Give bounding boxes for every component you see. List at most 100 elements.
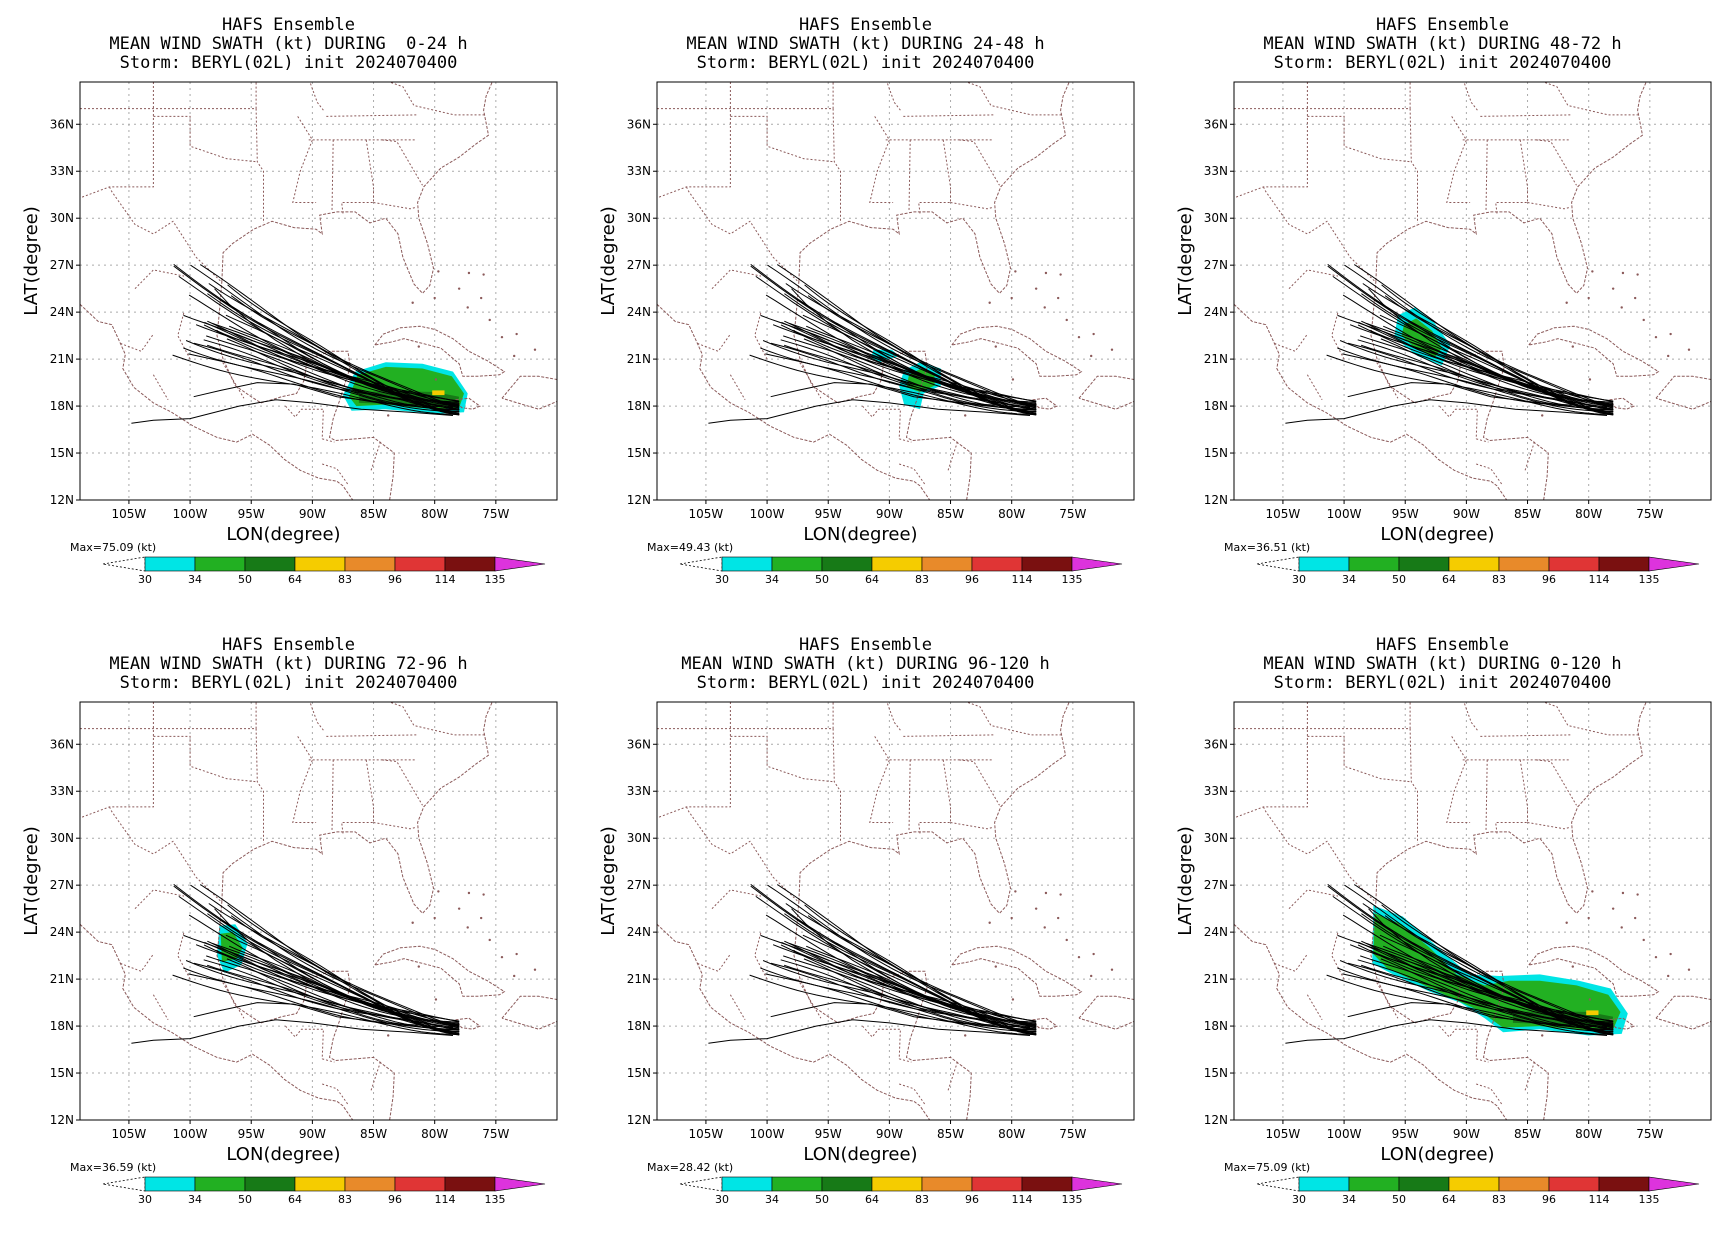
y-axis-label: LAT(degree) <box>1175 206 1196 315</box>
colorbar-level-label: 30 <box>138 573 152 586</box>
island <box>1056 916 1060 920</box>
colorbar-segment <box>1298 556 1350 572</box>
political-border <box>1476 463 1503 485</box>
title-line: MEAN WIND SWATH (kt) DURING 0-120 h <box>1263 654 1622 674</box>
y-tick-label: 15N <box>50 1066 74 1080</box>
colorbar-level-label: 30 <box>1292 573 1306 586</box>
political-border <box>730 115 835 163</box>
island <box>994 345 997 348</box>
island <box>512 354 516 358</box>
colorbar-segment <box>921 556 973 572</box>
colorbar-segment <box>244 1176 296 1192</box>
colorbar-segment <box>344 556 396 572</box>
island <box>533 348 537 351</box>
political-border <box>901 734 994 737</box>
political-border <box>1524 440 1536 471</box>
ensemble-track <box>770 1002 1031 1029</box>
island <box>1065 318 1068 322</box>
political-border <box>322 1083 349 1105</box>
political-border <box>370 1060 382 1091</box>
coastline <box>455 1017 481 1030</box>
colorbar-level-label: 114 <box>435 1193 456 1206</box>
political-border <box>120 333 154 352</box>
ensemble-track <box>750 884 1037 1035</box>
political-border <box>324 734 417 737</box>
x-tick-label: 100W <box>750 1127 785 1141</box>
ensemble-track <box>1384 915 1614 1030</box>
island <box>1077 335 1081 339</box>
x-tick-label: 95W <box>238 1127 265 1141</box>
ensemble-track <box>173 884 460 1035</box>
y-tick-label: 24N <box>50 925 74 939</box>
y-tick-label: 27N <box>50 878 74 892</box>
island <box>1110 968 1114 971</box>
coastline <box>1528 325 1660 377</box>
island <box>437 890 440 893</box>
colorbar-segment <box>394 556 446 572</box>
y-tick-label: 24N <box>1204 305 1228 319</box>
political-border <box>1485 139 1488 212</box>
island <box>1043 926 1046 929</box>
ensemble-track <box>230 915 460 1030</box>
y-tick-label: 27N <box>627 258 651 272</box>
x-tick-label: 90W <box>299 507 326 521</box>
ensemble-track <box>1285 399 1608 424</box>
island <box>1669 332 1672 336</box>
x-tick-label: 75W <box>1059 507 1086 521</box>
coastline <box>1375 702 1647 915</box>
y-tick-label: 36N <box>1204 737 1228 751</box>
colorbar-segment <box>1021 1176 1073 1192</box>
island <box>1642 938 1645 942</box>
island <box>1092 332 1095 336</box>
political-border <box>899 463 926 485</box>
x-tick-label: 105W <box>689 1127 724 1141</box>
y-tick-label: 27N <box>50 258 74 272</box>
x-tick-label: 80W <box>998 1127 1025 1141</box>
ensemble-track <box>206 344 460 411</box>
island <box>1089 974 1093 978</box>
coastline <box>1234 923 1508 1120</box>
political-border <box>153 115 258 163</box>
max-wind-label: Max=49.43 (kt) <box>647 541 733 554</box>
x-tick-label: 90W <box>1453 1127 1480 1141</box>
colorbar-segment <box>1448 556 1500 572</box>
ensemble-track <box>708 1019 1031 1044</box>
island <box>466 926 469 929</box>
political-border <box>959 139 1000 186</box>
political-border <box>947 440 959 471</box>
political-border <box>1274 333 1308 352</box>
colorbar-level-label: 50 <box>815 573 829 586</box>
chart-title: HAFS Ensemble MEAN WIND SWATH (kt) DURING… <box>0 16 577 73</box>
ensemble-track <box>749 354 1037 415</box>
colorbar-level-label: 50 <box>815 1193 829 1206</box>
island <box>467 891 471 895</box>
island <box>479 296 483 300</box>
y-tick-label: 12N <box>1204 1113 1228 1127</box>
chart-title: HAFS Ensemble MEAN WIND SWATH (kt) DURING… <box>1154 636 1731 693</box>
colorbar-level-label: 64 <box>288 1193 302 1206</box>
political-border <box>153 735 258 783</box>
colorbar-over-arrow <box>1071 556 1123 572</box>
coastline <box>1078 375 1134 410</box>
x-axis-label: LON(degree) <box>803 524 917 545</box>
island <box>515 952 518 956</box>
colorbar-level-label: 64 <box>288 573 302 586</box>
island <box>1636 893 1639 896</box>
political-border <box>309 82 324 111</box>
political-border <box>1476 1083 1503 1105</box>
colorbar-level-label: 50 <box>238 1193 252 1206</box>
colorbar-segment <box>1021 556 1073 572</box>
chart-title: HAFS Ensemble MEAN WIND SWATH (kt) DURING… <box>0 636 577 693</box>
political-border <box>754 311 768 360</box>
x-tick-label: 80W <box>1575 1127 1602 1141</box>
political-border <box>1541 702 1641 736</box>
ensemble-track <box>172 974 460 1035</box>
political-border <box>908 139 911 212</box>
colorbar-level-label: 64 <box>865 573 879 586</box>
colorbar-segment <box>821 556 873 572</box>
x-tick-label: 80W <box>421 507 448 521</box>
political-border <box>1463 82 1478 111</box>
island <box>1034 907 1038 910</box>
political-border <box>331 139 334 212</box>
chart-title: HAFS Ensemble MEAN WIND SWATH (kt) DURING… <box>1154 16 1731 73</box>
